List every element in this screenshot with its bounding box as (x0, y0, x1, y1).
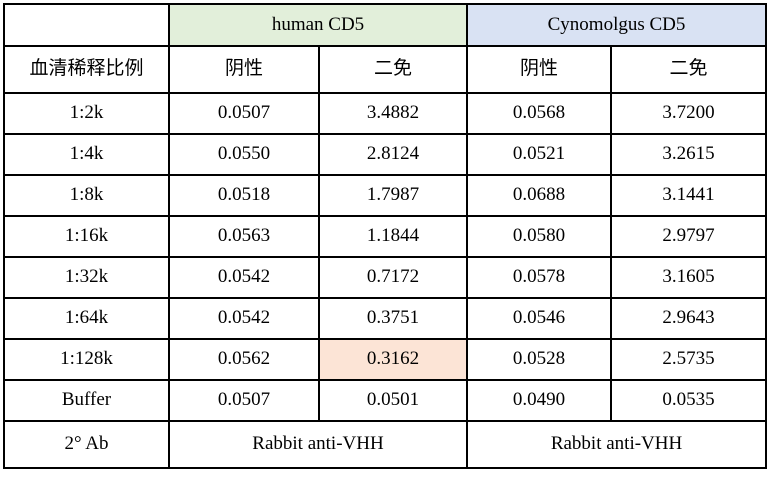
od-value-cell: 2.9643 (610, 297, 768, 340)
od-value-cell: 0.0507 (168, 92, 320, 135)
od-value-cell: 2.9797 (610, 215, 768, 258)
od-value-cell: 0.0490 (466, 379, 613, 422)
od-value-cell: 0.0521 (466, 133, 613, 176)
col-header-negative-cyno: 阴性 (466, 45, 613, 94)
od-value-cell: 1.1844 (317, 215, 469, 258)
secondary-antibody-cyno: Rabbit anti-VHH (466, 420, 768, 469)
od-value-cell: 3.4882 (317, 92, 469, 135)
col-header-negative-human: 阴性 (168, 45, 320, 94)
od-value-cell: 3.2615 (610, 133, 768, 176)
group-header-cynomolgus-cd5: Cynomolgus CD5 (466, 3, 768, 47)
table-row: 1:64k 0.0542 0.3751 0.0546 2.9643 (3, 297, 768, 340)
corner-cell (3, 3, 170, 47)
od-value-cell: 0.0562 (168, 338, 320, 381)
od-value-cell: 0.0542 (168, 297, 320, 340)
table-row: 1:128k 0.0562 0.3162 0.0528 2.5735 (3, 338, 768, 381)
od-value-cell: 0.7172 (317, 256, 469, 299)
od-value-cell: 0.3751 (317, 297, 469, 340)
row-label: 1:2k (3, 92, 170, 135)
secondary-antibody-human: Rabbit anti-VHH (167, 420, 469, 469)
od-value-cell: 0.0528 (466, 338, 613, 381)
secondary-antibody-row: 2° Ab Rabbit anti-VHH Rabbit anti-VHH (3, 420, 768, 469)
od-value-cell: 0.0546 (466, 297, 613, 340)
od-value-cell: 0.0535 (610, 379, 768, 422)
od-value-cell: 0.0568 (466, 92, 613, 135)
od-value-cell: 2.5735 (610, 338, 768, 381)
col-header-dilution: 血清稀释比例 (3, 45, 170, 94)
row-label: 1:128k (3, 338, 170, 381)
table-row: 1:4k 0.0550 2.8124 0.0521 3.2615 (3, 133, 768, 176)
od-value-cell: 0.0542 (168, 256, 320, 299)
od-value-cell: 0.0501 (317, 379, 469, 422)
od-value-cell: 0.0550 (168, 133, 320, 176)
od-value-cell: 3.7200 (610, 92, 768, 135)
od-value-cell: 3.1605 (610, 256, 768, 299)
row-label: 1:16k (3, 215, 170, 258)
group-header-row: human CD5 Cynomolgus CD5 (3, 3, 768, 47)
od-value-cell: 0.0507 (168, 379, 320, 422)
col-header-boost-cyno: 二免 (610, 45, 768, 94)
group-header-human-cd5: human CD5 (167, 3, 469, 47)
od-value-cell: 0.0563 (168, 215, 320, 258)
footer-label: 2° Ab (3, 420, 170, 469)
table-row: 1:8k 0.0518 1.7987 0.0688 3.1441 (3, 174, 768, 217)
table-row: 1:32k 0.0542 0.7172 0.0578 3.1605 (3, 256, 768, 299)
row-label: 1:4k (3, 133, 170, 176)
table-row: 1:16k 0.0563 1.1844 0.0580 2.9797 (3, 215, 768, 258)
row-label: 1:64k (3, 297, 170, 340)
table-row: Buffer 0.0507 0.0501 0.0490 0.0535 (3, 379, 768, 422)
column-header-row: 血清稀释比例 阴性 二免 阴性 二免 (3, 45, 768, 94)
row-label: Buffer (3, 379, 170, 422)
elisa-od-table: human CD5 Cynomolgus CD5 血清稀释比例 阴性 二免 阴性… (3, 3, 768, 469)
od-value-cell: 1.7987 (317, 174, 469, 217)
od-value-cell: 2.8124 (317, 133, 469, 176)
col-header-boost-human: 二免 (317, 45, 469, 94)
od-value-cell: 0.0578 (466, 256, 613, 299)
row-label: 1:8k (3, 174, 170, 217)
row-label: 1:32k (3, 256, 170, 299)
od-value-cell: 3.1441 (610, 174, 768, 217)
od-value-cell: 0.0580 (466, 215, 613, 258)
highlighted-od-cell: 0.3162 (317, 338, 469, 381)
od-value-cell: 0.0518 (168, 174, 320, 217)
od-value-cell: 0.0688 (466, 174, 613, 217)
table-row: 1:2k 0.0507 3.4882 0.0568 3.7200 (3, 92, 768, 135)
